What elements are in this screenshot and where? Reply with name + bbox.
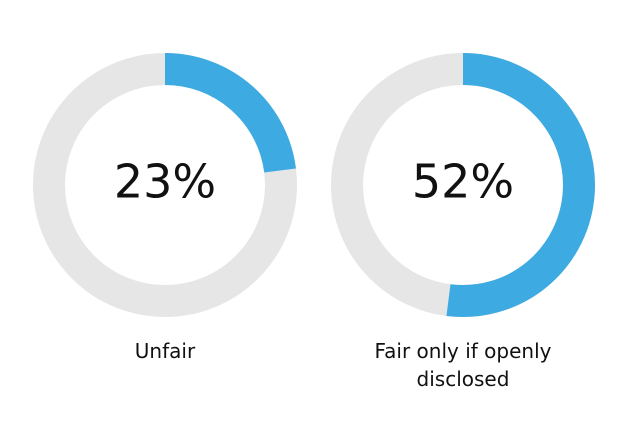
value-label: 52% (412, 155, 514, 209)
category-label: Unfair (134, 339, 196, 363)
category-label: Fair only if openly disclosed (374, 339, 552, 391)
donut-arc (164, 53, 296, 173)
value-label: 23% (114, 155, 216, 209)
donut-arc (446, 53, 595, 317)
